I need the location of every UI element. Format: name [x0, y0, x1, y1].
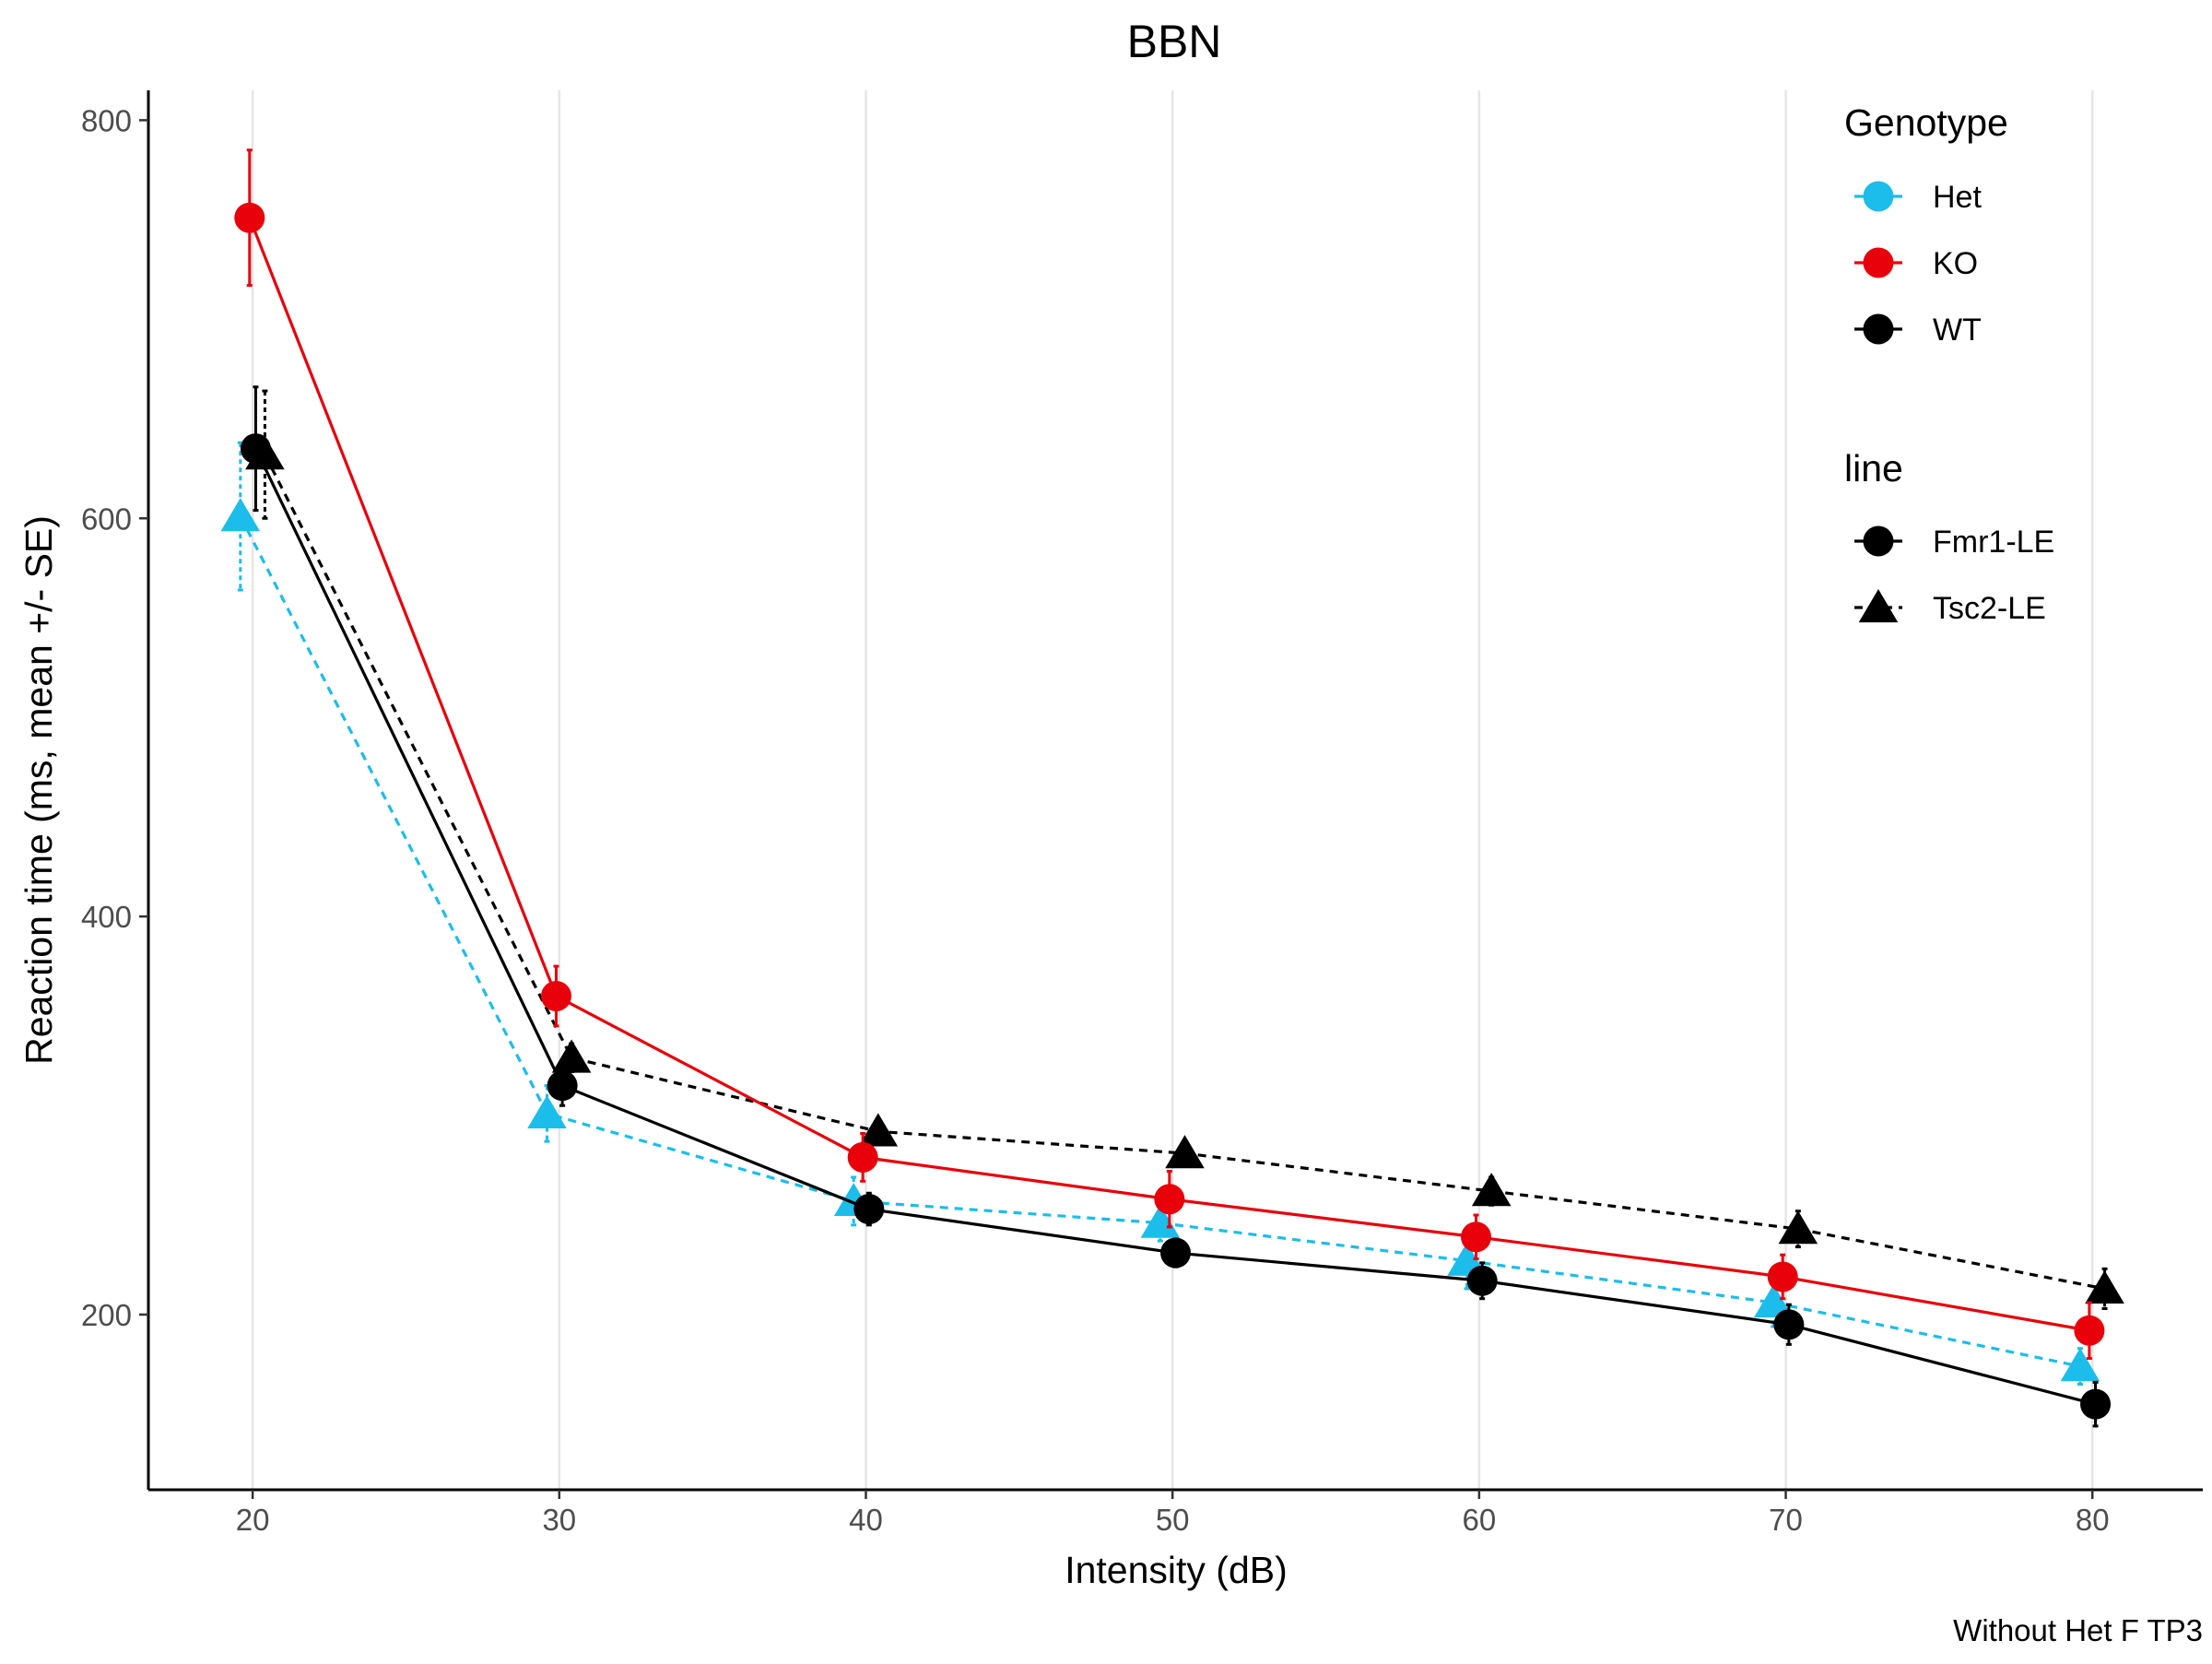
triangle-marker [1471, 1173, 1512, 1207]
triangle-marker [1140, 1204, 1181, 1238]
x-tick-label: 70 [1769, 1503, 1803, 1537]
legend-item-fmr1-le: Fmr1-LE [1854, 525, 2054, 560]
circle-marker [2074, 1315, 2105, 1346]
legend-genotype-title: Genotype [1844, 101, 2008, 144]
x-tick-label: 80 [2076, 1503, 2110, 1537]
series-ko-fmr1-le [234, 148, 2105, 1360]
y-tick-label: 800 [81, 103, 132, 137]
triangle-marker [2060, 1348, 2100, 1382]
series-het-tsc2-le [220, 441, 2100, 1387]
circle-marker [547, 1070, 578, 1102]
legend-line-title: line [1844, 447, 1903, 490]
circle-marker [1466, 1265, 1498, 1296]
legend-key-circle [1863, 525, 1894, 557]
circle-marker [1154, 1184, 1185, 1215]
x-axis-title: Intensity (dB) [1065, 1549, 1288, 1591]
circle-marker [1773, 1309, 1805, 1340]
circle-marker [540, 980, 571, 1011]
legend-label: Fmr1-LE [1933, 525, 2054, 560]
grid-layer [251, 90, 2094, 1490]
x-tick-label: 20 [236, 1503, 270, 1537]
x-tick-label: 60 [1463, 1503, 1497, 1537]
legend-label: KO [1933, 246, 1978, 281]
legend: Genotype Het KO WT line Fmr1-LE Tsc2-LE [1844, 101, 2054, 626]
legend-genotype-items: Het KO WT [1854, 180, 1982, 348]
triangle-marker [2085, 1269, 2124, 1304]
circle-marker [2080, 1388, 2112, 1420]
triangle-marker [1778, 1210, 1818, 1245]
legend-key-circle [1863, 313, 1894, 345]
x-tick-label: 40 [849, 1503, 883, 1537]
triangle-marker [220, 498, 261, 532]
error-bar [262, 389, 268, 520]
caption: Without Het F TP3 [1953, 1613, 2203, 1647]
y-axis-title: Reaction time (ms, mean +/- SE) [18, 515, 60, 1065]
legend-label: WT [1933, 313, 1982, 348]
circle-marker [1461, 1221, 1492, 1253]
triangle-marker [527, 1094, 567, 1129]
circle-marker [853, 1194, 885, 1225]
legend-item-het: Het [1854, 180, 1982, 215]
triangle-marker [858, 1113, 899, 1147]
circle-marker [1160, 1237, 1191, 1269]
legend-key-circle [1863, 181, 1894, 212]
x-tick-label: 30 [542, 1503, 576, 1537]
legend-item-ko: KO [1854, 246, 1978, 281]
axis-layer [147, 90, 2203, 1492]
legend-label: Het [1933, 180, 1982, 215]
x-tick-label: 50 [1156, 1503, 1190, 1537]
tick-layer: 20 30 40 50 60 70 80 200 400 600 800 [81, 103, 2110, 1537]
series-layer [220, 148, 2124, 1428]
triangle-marker [551, 1039, 592, 1073]
legend-key-circle [1863, 247, 1894, 278]
y-tick-label: 600 [81, 502, 132, 536]
series-wt-fmr1-le [240, 385, 2112, 1428]
circle-marker [1767, 1261, 1798, 1292]
legend-item-wt: WT [1854, 313, 1982, 348]
y-tick-label: 400 [81, 900, 132, 934]
triangle-marker [1753, 1284, 1794, 1318]
chart-title: BBN [1127, 16, 1222, 67]
y-tick-label: 200 [81, 1298, 132, 1332]
error-bar [851, 1175, 857, 1227]
legend-line-items: Fmr1-LE Tsc2-LE [1854, 525, 2054, 626]
circle-marker [847, 1141, 878, 1173]
legend-label: Tsc2-LE [1933, 591, 2046, 626]
legend-key-triangle [1858, 589, 1899, 623]
legend-item-tsc2-le: Tsc2-LE [1854, 589, 2046, 626]
circle-marker [234, 202, 265, 233]
triangle-marker [1165, 1135, 1205, 1169]
circle-marker [240, 433, 271, 465]
